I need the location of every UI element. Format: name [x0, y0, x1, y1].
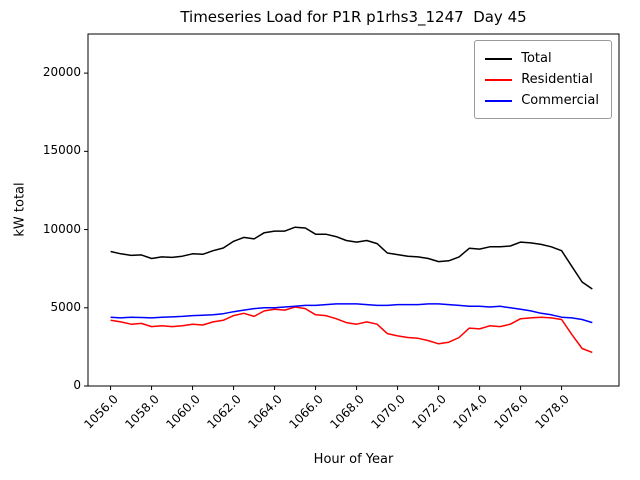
- y-tick-label: 10000: [42, 221, 81, 236]
- legend-item: Residential: [485, 69, 599, 90]
- y-axis-label: kW total: [12, 182, 28, 237]
- legend-label: Total: [521, 51, 552, 66]
- legend-line-sample: [485, 57, 513, 60]
- y-tick-label: 5000: [50, 299, 81, 314]
- legend-item: Commercial: [485, 90, 599, 111]
- legend-line-sample: [485, 78, 513, 81]
- legend-line-sample: [485, 99, 513, 102]
- series-line-commercial: [110, 303, 593, 324]
- x-axis-label: Hour of Year: [313, 452, 394, 467]
- chart-title: Timeseries Load for P1R p1rhs3_1247 Day …: [180, 8, 527, 26]
- y-tick-label: 15000: [42, 143, 81, 158]
- legend-label: Commercial: [521, 93, 599, 108]
- axes-frame: [87, 33, 620, 387]
- legend: Total Residential Commercial: [474, 40, 612, 119]
- series-line-residential: [110, 306, 593, 354]
- legend-label: Residential: [521, 72, 593, 87]
- y-tick-label: 0: [73, 378, 81, 392]
- series-line-total: [110, 226, 593, 290]
- legend-item: Total: [485, 48, 599, 69]
- y-tick-label: 20000: [42, 65, 81, 80]
